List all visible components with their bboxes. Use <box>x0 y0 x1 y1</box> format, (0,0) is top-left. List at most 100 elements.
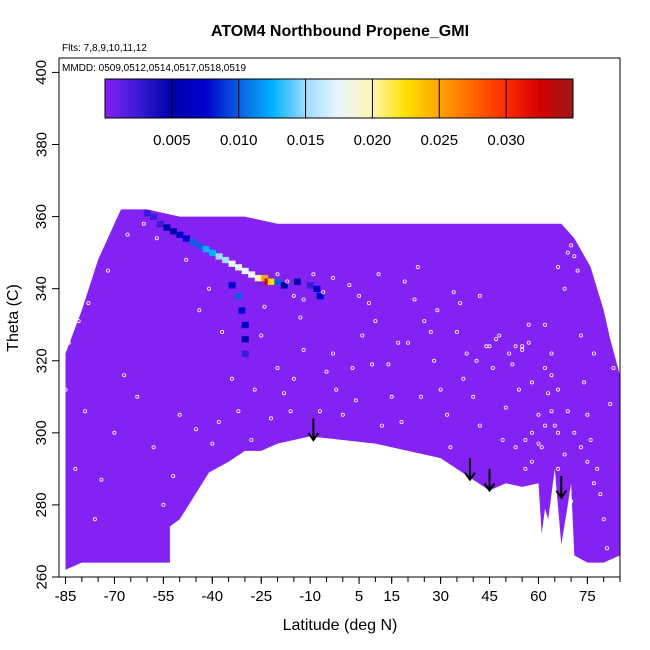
sample-point <box>105 268 110 273</box>
sample-point <box>151 445 156 450</box>
sample-point <box>585 412 590 417</box>
sample-point <box>572 430 577 435</box>
colorbar-tick-label: 0.010 <box>220 132 258 149</box>
plume-cell <box>267 278 275 285</box>
sample-point <box>92 517 97 522</box>
sample-point <box>552 423 557 428</box>
sample-point <box>578 228 583 233</box>
sample-point <box>275 365 280 370</box>
sample-point <box>373 319 378 324</box>
sample-point <box>197 308 202 313</box>
y-tick-label: 380 <box>33 132 50 157</box>
plume-cell <box>182 235 190 242</box>
sample-points <box>63 221 616 551</box>
sample-point <box>458 301 463 306</box>
flights-note: Flts: 7,8,9,10,11,12 <box>62 43 147 54</box>
sample-point <box>500 437 505 442</box>
flight-arrow <box>464 458 476 482</box>
sample-point <box>539 445 544 450</box>
sample-point <box>464 351 469 356</box>
sample-point <box>301 297 306 302</box>
sample-point <box>236 409 241 414</box>
sample-point <box>575 268 580 273</box>
sample-point <box>353 398 358 403</box>
sample-point <box>171 474 176 479</box>
sample-point <box>184 257 189 262</box>
plume-cell <box>235 293 243 300</box>
sample-point <box>343 445 348 450</box>
sample-point <box>549 351 554 356</box>
sample-point <box>477 423 482 428</box>
x-tick-label: 15 <box>383 588 400 605</box>
sample-point <box>562 452 567 457</box>
sample-point <box>334 387 339 392</box>
sample-point <box>376 272 381 277</box>
plume-cell <box>235 264 243 271</box>
sample-point <box>523 466 528 471</box>
sample-point <box>282 391 287 396</box>
y-tick-label: 260 <box>33 564 50 589</box>
sample-point <box>601 517 606 522</box>
plume-cell <box>241 267 249 275</box>
plume-cell <box>293 278 301 285</box>
sample-point <box>536 412 541 417</box>
sample-point <box>454 329 459 334</box>
sample-point <box>503 405 508 410</box>
sample-point <box>321 290 326 295</box>
sample-point <box>432 358 437 363</box>
sample-point <box>216 419 221 424</box>
x-tick-label: 60 <box>530 588 547 605</box>
plume-cell <box>176 231 184 238</box>
sample-point <box>562 286 567 291</box>
plume-cell <box>306 282 314 289</box>
sample-point <box>301 347 306 352</box>
sample-point <box>526 340 531 345</box>
sample-point <box>510 362 515 367</box>
sample-point <box>578 333 583 338</box>
sample-point <box>141 221 146 226</box>
sample-point <box>591 351 596 356</box>
sample-point <box>275 272 280 277</box>
plume-cell <box>274 278 282 285</box>
sample-point <box>135 394 140 399</box>
concentration-field <box>65 209 620 570</box>
sample-point <box>252 387 257 392</box>
flight-arrows <box>307 418 568 500</box>
sample-point <box>386 362 391 367</box>
y-axis: 260 280 300 320 340 360 380 400 <box>33 60 59 590</box>
plume-cell <box>248 271 256 278</box>
plume-cell <box>228 282 236 289</box>
plume-cell <box>316 293 324 300</box>
sample-point <box>605 546 610 551</box>
sample-point <box>220 329 225 334</box>
plume-cell <box>241 336 249 343</box>
sample-point <box>396 340 401 345</box>
dates-note: MMDD: 0509,0512,0514,0517,0518,0519 <box>62 63 246 74</box>
sample-point <box>451 290 456 295</box>
sample-point <box>422 319 427 324</box>
sample-point <box>291 376 296 381</box>
x-tick-label: 45 <box>481 588 498 605</box>
y-tick-label: 300 <box>33 420 50 445</box>
plume-cell <box>202 246 210 253</box>
sample-point <box>490 365 495 370</box>
sample-point <box>428 329 433 334</box>
sample-point <box>402 279 407 284</box>
flight-arrow <box>307 418 320 442</box>
flight-arrow <box>555 476 568 500</box>
sample-point <box>608 401 613 406</box>
x-tick-label: -70 <box>104 588 126 605</box>
sample-point <box>549 409 554 414</box>
sample-point <box>526 322 531 327</box>
sample-point <box>86 301 91 306</box>
sample-point <box>206 286 211 291</box>
chart-title: ATOM4 Northbound Propene_GMI <box>211 23 469 40</box>
plume-cell <box>222 256 230 264</box>
colorbar-tick-label: 0.020 <box>354 132 392 149</box>
sample-point <box>125 232 130 237</box>
sample-point <box>330 275 335 280</box>
sample-point <box>582 380 587 385</box>
y-tick-label: 340 <box>33 276 50 301</box>
sample-point <box>357 293 362 298</box>
